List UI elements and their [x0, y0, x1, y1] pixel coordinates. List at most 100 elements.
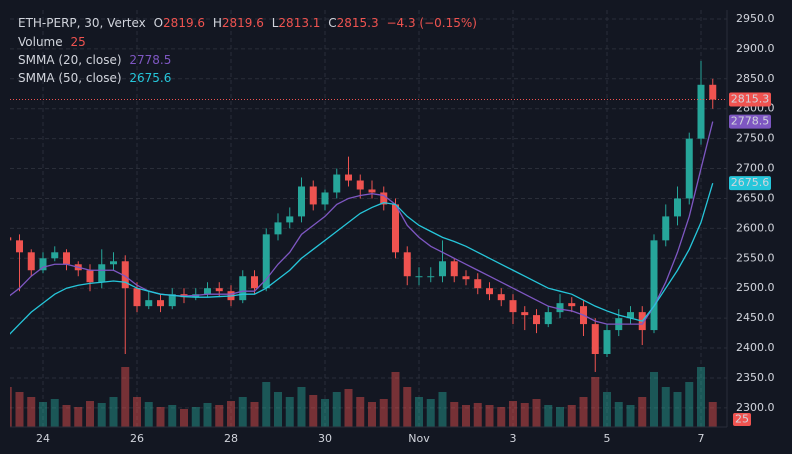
price-tags: 2815.3 2778.5 2675.6 25 — [729, 92, 771, 426]
volume-bar — [685, 382, 694, 427]
legend-entry: SMMA (50, close) 2675.6 — [18, 71, 171, 85]
volume-bar — [673, 392, 682, 427]
volume-bar — [591, 377, 600, 427]
volume-bar — [227, 401, 235, 427]
candle-body — [509, 300, 517, 313]
candle-body — [333, 174, 341, 193]
candle-body — [486, 288, 493, 295]
candle-body — [474, 279, 482, 289]
volume-bar — [462, 405, 470, 427]
y-tick-label: 2750.0 — [736, 132, 775, 145]
candle-body — [521, 312, 529, 316]
candle-body — [403, 252, 411, 277]
candle-body — [63, 252, 70, 265]
candle-body — [86, 270, 94, 283]
candle-body — [709, 84, 717, 100]
candle-body — [450, 261, 458, 277]
volume-bar — [180, 409, 188, 427]
candle-body — [627, 312, 634, 319]
volume-bar — [191, 407, 200, 427]
x-tick-label: 30 — [318, 432, 332, 445]
y-tick-label: 2900.0 — [736, 42, 775, 55]
legend: ETH-PERP, 30, Vertex O2819.6 H2819.6 L28… — [18, 16, 477, 85]
x-tick-label: 24 — [36, 432, 50, 445]
volume-bar — [579, 397, 588, 427]
volume-bar — [497, 407, 506, 427]
volume-bar — [614, 402, 623, 427]
ohlc-label: C — [328, 16, 336, 30]
volume-bar — [332, 392, 341, 427]
x-tick-label: 3 — [510, 432, 517, 445]
ohlc-value: 2813.1 — [278, 16, 320, 30]
legend-value: 25 — [70, 35, 85, 49]
grid — [10, 10, 727, 427]
x-tick-label: 28 — [224, 432, 238, 445]
candle-body — [10, 237, 12, 241]
volume-bar — [344, 389, 353, 427]
volume-bar — [485, 405, 494, 427]
candle-body — [309, 186, 317, 205]
volume-bar — [109, 397, 118, 427]
change: −4.3 (−0.15%) — [386, 16, 477, 30]
y-tick-label: 2950.0 — [736, 12, 775, 25]
volume-bar — [62, 405, 71, 427]
candle-body — [556, 303, 564, 313]
volume-bar — [450, 402, 459, 427]
volume-bar — [262, 382, 271, 427]
candle-body — [674, 198, 681, 217]
legend-value: 2675.6 — [129, 71, 171, 85]
volume-bar — [97, 403, 106, 427]
candle-body — [51, 252, 59, 259]
volume-bar — [297, 387, 306, 427]
price-tag-label: 2675.6 — [731, 176, 770, 189]
candle-body — [16, 240, 23, 253]
volume-bar — [144, 402, 153, 427]
volume-bar — [532, 399, 541, 427]
volume-bar — [285, 397, 294, 427]
ohlc-label: O — [154, 16, 163, 30]
volume-bar — [250, 402, 259, 427]
volume-bar — [567, 405, 576, 427]
price-tag-label: 2815.3 — [731, 93, 770, 106]
ohlc-value: 2819.6 — [163, 16, 205, 30]
ohlc-label: L — [272, 16, 279, 30]
volume-bar — [391, 372, 400, 427]
volume-bar — [473, 403, 482, 427]
y-tick-label: 2450.0 — [736, 311, 775, 324]
candle-body — [345, 174, 352, 181]
volume-bar — [650, 372, 658, 427]
header: ETH-PERP, 30, Vertex O2819.6 H2819.6 L28… — [18, 16, 477, 30]
candle-body — [415, 276, 423, 278]
candle-body — [133, 288, 141, 307]
candle-body — [215, 288, 223, 292]
candle-body — [98, 264, 106, 283]
symbol: ETH-PERP, 30, Vertex — [18, 16, 146, 30]
volume-bar — [133, 397, 141, 427]
candle-body — [274, 222, 282, 235]
y-tick-label: 2850.0 — [736, 72, 775, 85]
candle-body — [533, 315, 540, 325]
candle-body — [685, 138, 693, 199]
volume-bar — [438, 392, 447, 427]
volume-bar — [697, 367, 705, 427]
volume-bar — [168, 405, 177, 427]
candle-body — [145, 300, 153, 307]
candle-body — [251, 276, 258, 289]
y-tick-label: 2700.0 — [736, 162, 775, 175]
candle-body — [439, 261, 446, 277]
candle-body — [286, 216, 294, 223]
candle-body — [204, 288, 211, 295]
legend-name: SMMA (20, close) — [18, 53, 122, 67]
candle-body — [39, 258, 47, 271]
volume-tag-label: 25 — [735, 413, 749, 426]
volume-bar — [74, 407, 83, 427]
candle-body — [110, 261, 117, 265]
legend-name: SMMA (50, close) — [18, 71, 122, 85]
volume-bar — [215, 405, 224, 427]
price-tag — [729, 92, 771, 107]
y-tick-label: 2650.0 — [736, 191, 775, 204]
legend-entry: SMMA (20, close) 2778.5 — [18, 53, 171, 67]
volume-bar — [274, 392, 282, 427]
candle-body — [497, 294, 505, 301]
